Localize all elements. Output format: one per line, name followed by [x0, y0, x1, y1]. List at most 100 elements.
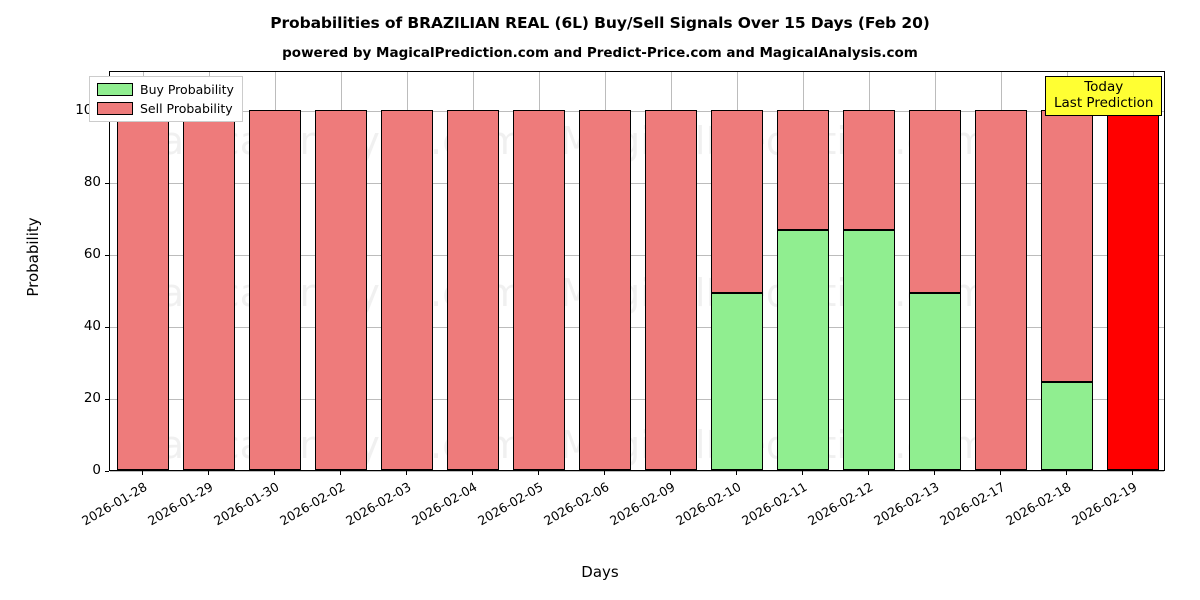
legend-label: Buy Probability [140, 82, 234, 97]
bar-segment-sell[interactable] [380, 109, 434, 470]
x-axis-label: Days [581, 563, 619, 581]
y-axis-tick-label: 80 [83, 173, 101, 190]
x-axis-tick-mark [934, 471, 935, 475]
bar-group[interactable] [578, 71, 632, 470]
x-axis-tick-label: 2026-01-30 [211, 479, 282, 529]
x-axis-tick-label: 2026-02-09 [607, 479, 678, 529]
x-axis-tick-mark [868, 471, 869, 475]
chart-title: Probabilities of BRAZILIAN REAL (6L) Buy… [270, 14, 930, 32]
x-axis-tick-label: 2026-02-13 [871, 479, 942, 529]
y-axis-tick-label: 40 [83, 317, 101, 334]
x-axis-tick-mark [604, 471, 605, 475]
bar-segment-sell[interactable] [116, 109, 170, 470]
bar-segment-sell[interactable] [908, 109, 962, 294]
bar-group[interactable] [248, 71, 302, 470]
gridline-horizontal [110, 182, 1164, 184]
x-axis-tick-label: 2026-02-05 [475, 479, 546, 529]
legend-item[interactable]: Buy Probability [97, 82, 234, 97]
bar-segment-buy[interactable] [1040, 381, 1094, 470]
plot-top-spine [109, 71, 1165, 72]
bar-group[interactable] [710, 71, 764, 470]
x-axis-tick-label: 2026-02-12 [805, 479, 876, 529]
legend-swatch [97, 102, 133, 115]
x-axis-tick-label: 2026-01-29 [145, 479, 216, 529]
gridline-horizontal [110, 398, 1164, 400]
x-axis-tick-mark [472, 471, 473, 475]
legend-item[interactable]: Sell Probability [97, 101, 234, 116]
bar-segment-buy[interactable] [710, 293, 764, 470]
bar-segment-sell[interactable] [314, 109, 368, 470]
x-axis-tick-mark [406, 471, 407, 475]
bar-group[interactable] [512, 71, 566, 470]
bar-segment-buy[interactable] [776, 230, 830, 470]
y-axis-tick-mark [105, 182, 109, 184]
bar-group[interactable] [908, 71, 962, 470]
y-axis-tick-label: 20 [83, 389, 101, 406]
gridline-horizontal [110, 254, 1164, 256]
x-axis-tick-mark [736, 471, 737, 475]
bar-segment-buy[interactable] [842, 230, 896, 470]
today-annotation-line2: Last Prediction [1054, 94, 1154, 111]
gridline-horizontal [110, 471, 1164, 472]
bar-segment-sell[interactable] [512, 109, 566, 470]
bar-segment-today[interactable] [1106, 109, 1160, 470]
x-axis-tick-label: 2026-02-11 [739, 479, 810, 529]
x-axis-tick-label: 2026-02-19 [1069, 479, 1140, 529]
bar-group[interactable] [380, 71, 434, 470]
today-annotation: Today Last Prediction [1045, 76, 1163, 117]
y-axis-tick-mark [105, 254, 109, 256]
chart-legend: Buy Probability Sell Probability [89, 76, 243, 122]
x-axis-tick-label: 2026-02-06 [541, 479, 612, 529]
bar-group[interactable] [1106, 71, 1160, 470]
bar-segment-sell[interactable] [974, 109, 1028, 470]
bar-segment-sell[interactable] [710, 109, 764, 294]
x-axis-tick-mark [208, 471, 209, 475]
x-axis-tick-label: 2026-02-10 [673, 479, 744, 529]
x-axis-tick-label: 2026-02-18 [1003, 479, 1074, 529]
bar-group[interactable] [644, 71, 698, 470]
x-axis-tick-label: 2026-02-03 [343, 479, 414, 529]
x-axis-tick-mark [340, 471, 341, 475]
y-axis-label: Probability [24, 217, 42, 297]
x-axis-tick-label: 2026-02-02 [277, 479, 348, 529]
bar-segment-buy[interactable] [908, 293, 962, 470]
x-axis-tick-label: 2026-02-04 [409, 479, 480, 529]
bar-segment-sell[interactable] [578, 109, 632, 470]
x-axis-tick-mark [1132, 471, 1133, 475]
bar-group[interactable] [1040, 71, 1094, 470]
y-axis-tick-mark [105, 326, 109, 328]
bar-group[interactable] [974, 71, 1028, 470]
bar-series-layer [110, 71, 1164, 470]
legend-label: Sell Probability [140, 101, 233, 116]
bar-group[interactable] [842, 71, 896, 470]
chart-subtitle: powered by MagicalPrediction.com and Pre… [282, 45, 918, 61]
today-annotation-line1: Today [1084, 79, 1124, 95]
x-axis-tick-mark [538, 471, 539, 475]
bar-segment-sell[interactable] [644, 109, 698, 470]
bar-segment-sell[interactable] [248, 109, 302, 470]
y-axis-tick-mark [105, 398, 109, 400]
x-axis-tick-mark [802, 471, 803, 475]
gridline-horizontal [110, 110, 1164, 112]
x-axis-tick-mark [274, 471, 275, 475]
x-axis-tick-mark [670, 471, 671, 475]
legend-swatch [97, 83, 133, 96]
bar-group[interactable] [446, 71, 500, 470]
y-axis-tick-mark [105, 471, 109, 472]
bar-group[interactable] [776, 71, 830, 470]
bar-segment-sell[interactable] [1040, 109, 1094, 382]
bar-segment-sell[interactable] [776, 109, 830, 230]
bar-group[interactable] [314, 71, 368, 470]
x-axis-tick-label: 2026-01-28 [79, 479, 150, 529]
bar-segment-sell[interactable] [446, 109, 500, 470]
x-axis-tick-mark [142, 471, 143, 475]
y-axis-tick-label: 0 [92, 462, 101, 478]
bar-segment-sell[interactable] [182, 109, 236, 470]
plot-area: MagicalAnalysis.comMagicalPrediction.com… [109, 71, 1165, 472]
bar-segment-sell[interactable] [842, 109, 896, 230]
gridline-horizontal [110, 326, 1164, 328]
x-axis-tick-mark [1000, 471, 1001, 475]
x-axis-tick-label: 2026-02-17 [937, 479, 1008, 529]
bar-group[interactable] [182, 71, 236, 470]
bar-group[interactable] [116, 71, 170, 470]
